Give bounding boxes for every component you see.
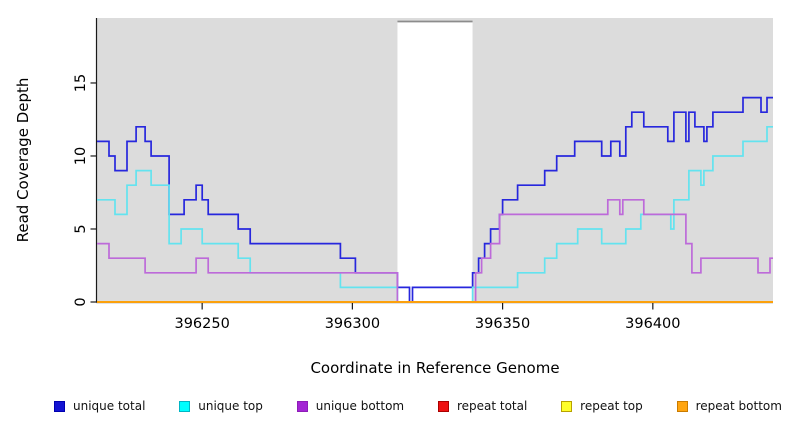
legend: unique total unique top unique bottom repea… [0,399,792,413]
legend-swatch-unique-top [179,400,191,412]
legend-label: repeat bottom [695,399,782,413]
x-tick-label: 396350 [475,316,530,332]
y-tick-label: 10 [73,147,89,165]
series-unique-top-line [97,125,773,303]
legend-item-unique-total: unique total [54,399,145,413]
legend-swatch-repeat-top [561,400,573,412]
legend-swatch-repeat-bottom [676,400,688,412]
series-unique-bottom-line [97,198,773,303]
legend-label: repeat total [456,399,528,413]
legend-item-repeat-top: repeat top [561,399,643,413]
legend-item-repeat-total: repeat total [437,399,528,413]
legend-label: repeat top [580,399,643,413]
x-tick-label: 396300 [325,316,380,332]
legend-item-repeat-bottom: repeat bottom [676,399,782,413]
x-tick-label: 396250 [174,316,229,332]
gap-region [397,21,473,302]
y-tick-label: 15 [73,74,89,92]
x-axis-title: Coordinate in Reference Genome [310,359,560,377]
y-axis-title: Read Coverage Depth [14,77,32,243]
legend-label: unique total [73,399,146,413]
legend-swatch-unique-bottom [296,400,308,412]
legend-item-unique-bottom: unique bottom [296,399,405,413]
y-tick-label: 5 [73,224,89,233]
legend-swatch-repeat-total [437,400,449,412]
legend-label: unique top [198,399,263,413]
x-tick-label: 396400 [625,316,680,332]
legend-label: unique bottom [315,399,405,413]
legend-item-unique-top: unique top [179,399,263,413]
legend-swatch-unique-total [54,400,65,412]
y-tick-label: 0 [73,297,89,306]
